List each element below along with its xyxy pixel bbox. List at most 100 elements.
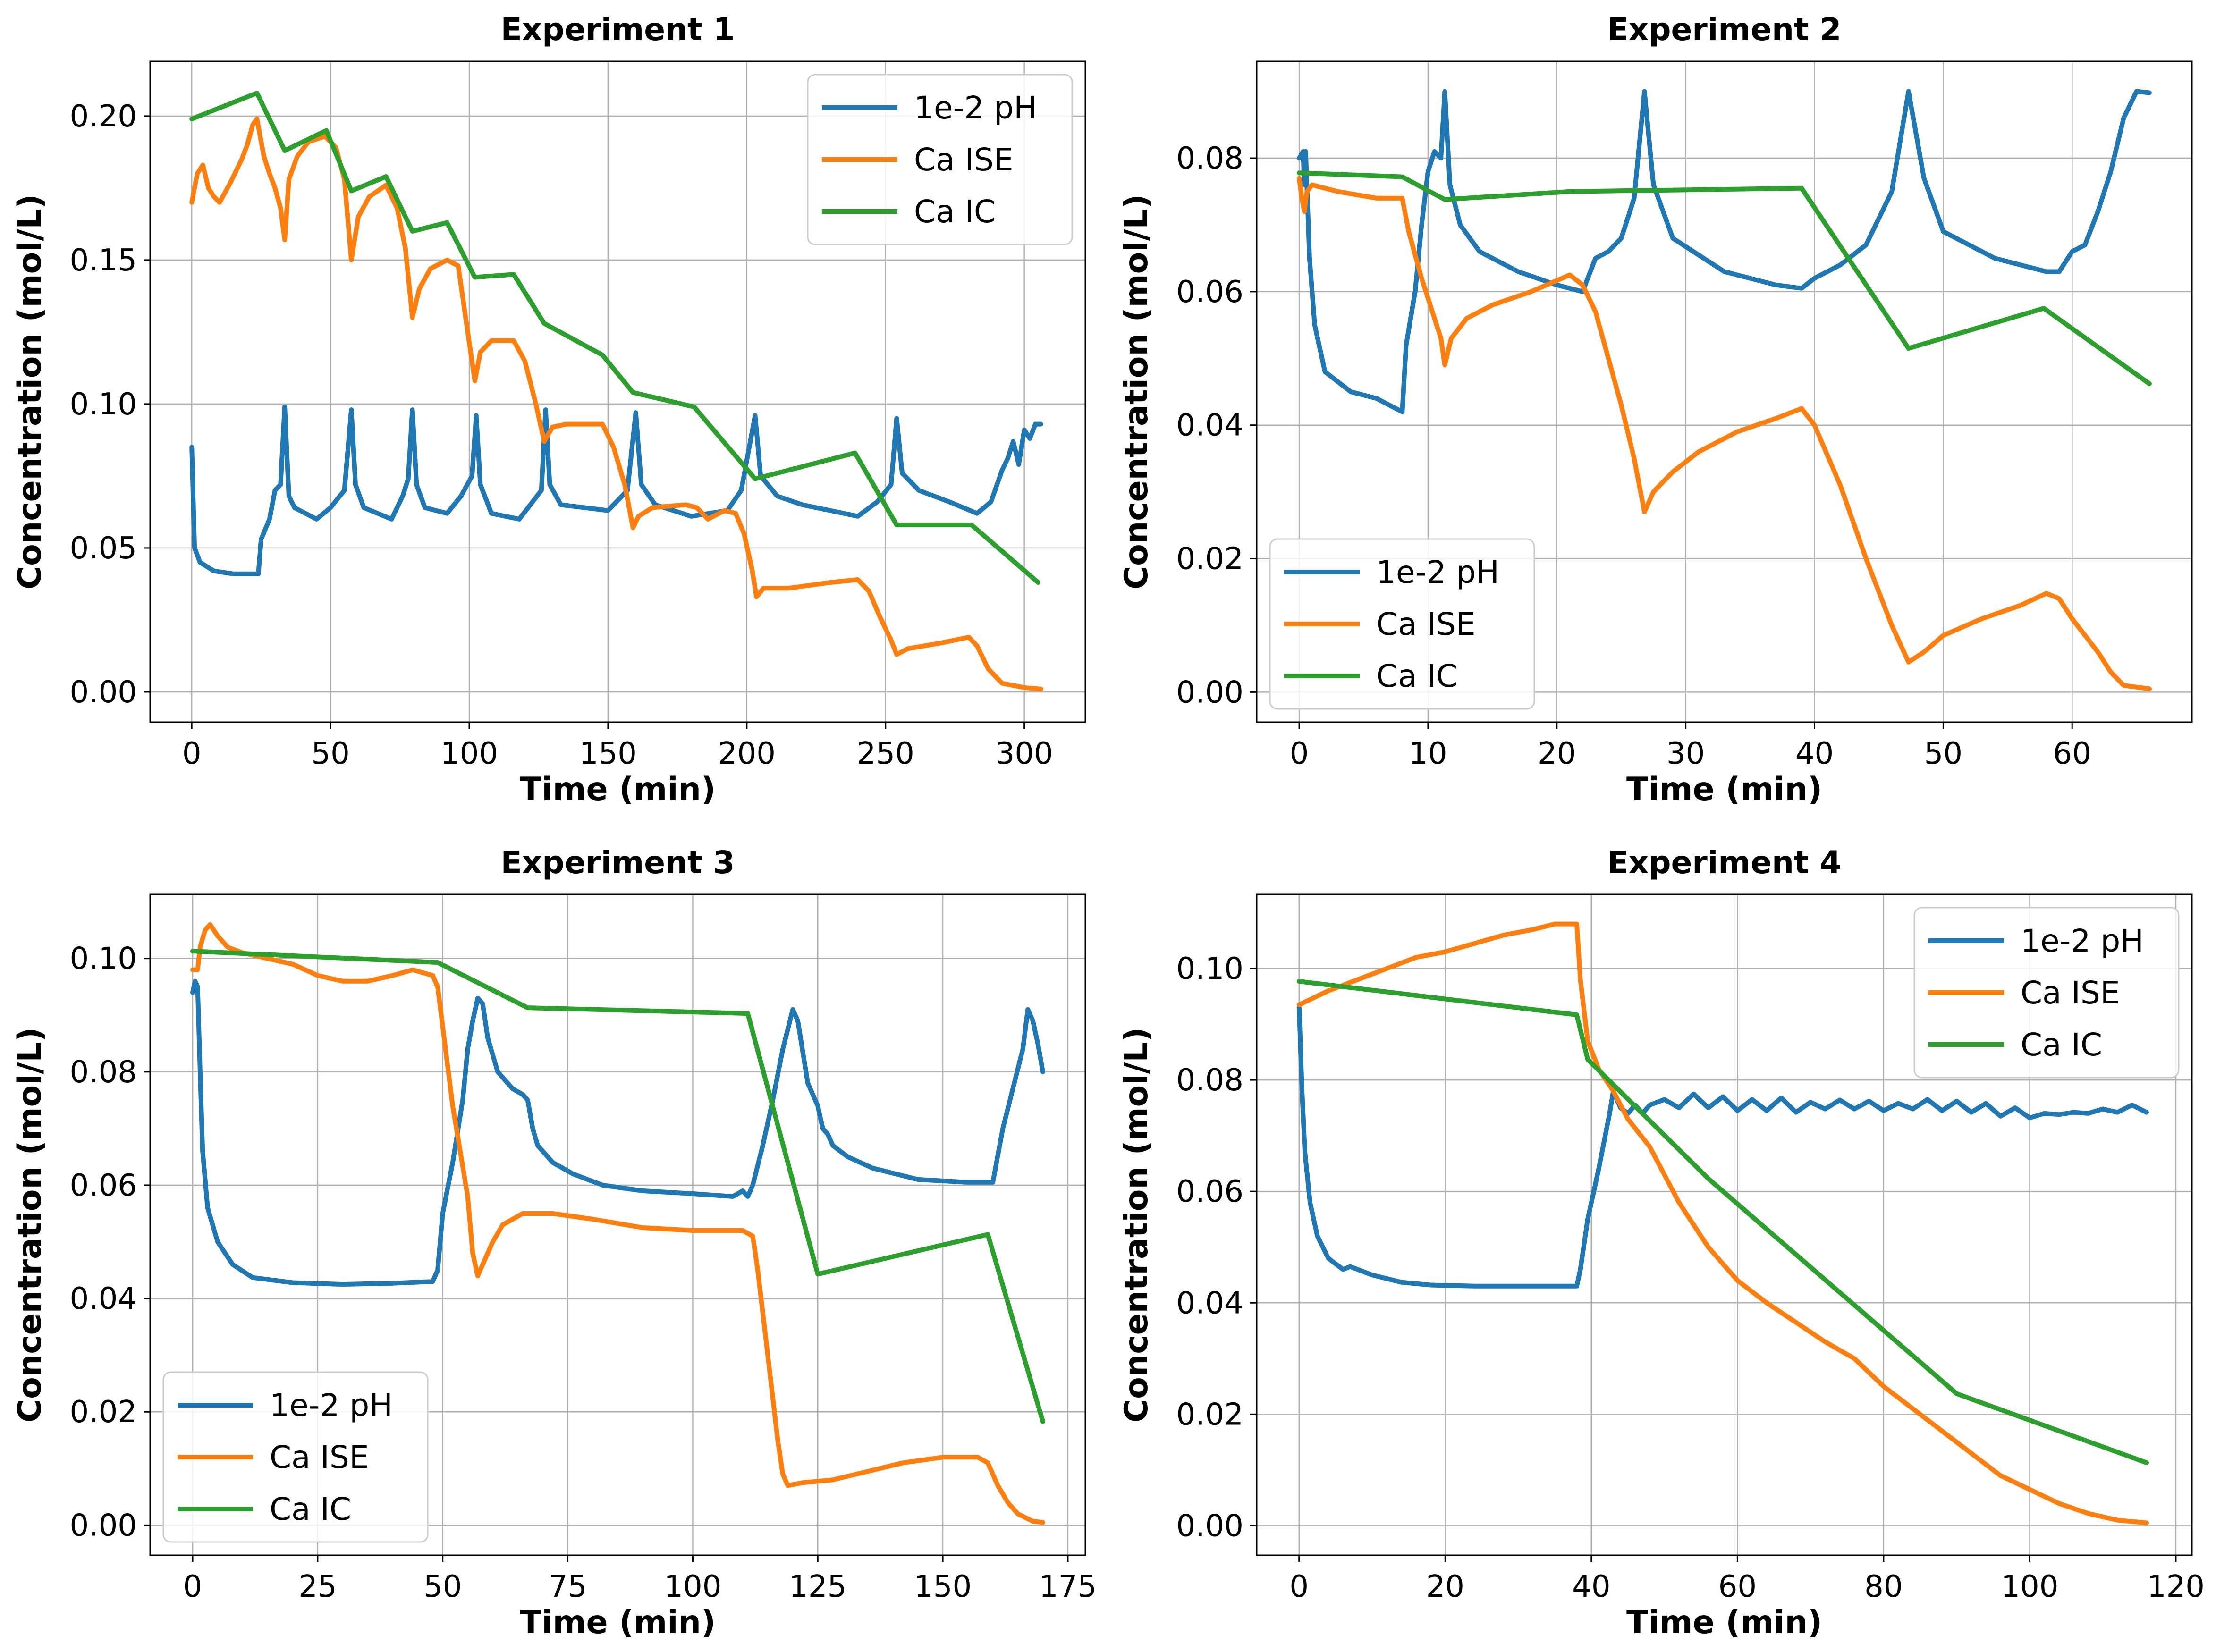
- series-line-1e-2-ph-experiment-2: [1297, 89, 2152, 414]
- y-tick-label: 0.02: [1176, 542, 1244, 577]
- y-axis-label-experiment-3: Concentration (mol/L): [11, 1027, 49, 1423]
- panel-experiment-1: 0 50 100 150 200 250 300 0.000.050.100.150.20 …: [11, 11, 1086, 808]
- panel-experiment-2: 0 10 20 30 40 50 60 0.00 0.02 0.04 0.06 0.08 Exper…: [1118, 11, 2193, 808]
- y-tick-label: 0.02: [1176, 1397, 1244, 1432]
- y-tick-label: 0.05: [70, 531, 137, 566]
- panel-experiment-3: 0 25 50 75 100 125 150 175 0.00 0.02 0.04 0.06 0.08…: [11, 844, 1097, 1641]
- x-axis-experiment-2: 0 10 20 30 40 50 60: [1290, 722, 2091, 771]
- series-line-ca-ise-experiment-2: [1297, 176, 2152, 691]
- legend-label: Ca ISE: [1376, 606, 1476, 642]
- x-tick-label: 150: [914, 1569, 972, 1604]
- series-line-ca-ise-experiment-3: [190, 922, 1045, 1525]
- legend-box: [1269, 538, 1535, 710]
- panel-experiment-4: 0 20 40 60 80 100 120 0.00 0.02 0.04 0.06 0.08 0.10…: [1118, 844, 2205, 1641]
- series-line-ca-ic-experiment-3: [190, 949, 1045, 1424]
- y-tick-label: 0.10: [70, 387, 137, 422]
- x-axis-label-experiment-4: Time (min): [1626, 1604, 1822, 1641]
- legend-experiment-4: 1e-2 pH Ca ISE Ca IC: [1913, 907, 2180, 1079]
- series-line-1e-2-ph-experiment-4: [1296, 1005, 2149, 1289]
- x-tick-label: 50: [311, 736, 349, 771]
- x-tick-label: 80: [1864, 1569, 1903, 1604]
- legend-label: 1e-2 pH: [2021, 923, 2144, 959]
- plot-area-experiment-3: [149, 893, 1086, 1556]
- plot-area-experiment-1: [149, 60, 1086, 723]
- x-axis-experiment-1: 0 50 100 150 200 250 300: [182, 722, 1053, 771]
- x-tick-label: 175: [1039, 1569, 1097, 1604]
- y-tick-label: 0.00: [70, 1508, 137, 1543]
- grid-experiment-1: [150, 61, 1085, 722]
- y-tick-label: 0.10: [1176, 952, 1244, 986]
- y-tick-label: 0.10: [70, 942, 137, 977]
- series-line-ca-ic-experiment-1: [189, 91, 1041, 585]
- chart-title-experiment-4: Experiment 4: [1607, 844, 1842, 881]
- x-tick-label: 150: [579, 736, 637, 771]
- legend-box: [162, 1371, 429, 1543]
- y-axis-label-experiment-2: Concentration (mol/L): [1118, 194, 1155, 590]
- chart-title-experiment-3: Experiment 3: [501, 844, 735, 881]
- y-tick-label: 0.04: [1176, 1286, 1244, 1321]
- y-axis-experiment-2: 0.00 0.02 0.04 0.06 0.08: [1176, 141, 1257, 710]
- legend-box: [807, 74, 1073, 245]
- x-tick-label: 250: [857, 736, 914, 771]
- legend-label: Ca ISE: [914, 142, 1014, 178]
- legend-label: Ca IC: [2021, 1027, 2102, 1063]
- grid-experiment-2: [1257, 61, 2192, 722]
- y-tick-label: 0.06: [1176, 275, 1244, 310]
- x-tick-label: 75: [549, 1569, 587, 1604]
- legend-label: Ca IC: [914, 194, 996, 230]
- series-line-ca-ic-experiment-2: [1297, 170, 2152, 386]
- x-tick-label: 30: [1666, 736, 1705, 771]
- legend-label: 1e-2 pH: [914, 90, 1037, 126]
- series-line-ca-ise-experiment-1: [189, 117, 1043, 691]
- x-tick-label: 0: [183, 1569, 203, 1604]
- y-tick-label: 0.00: [1176, 675, 1244, 710]
- legend-box: [1913, 907, 2180, 1079]
- series-line-ca-ic-experiment-4: [1296, 979, 2149, 1465]
- x-tick-label: 25: [298, 1569, 337, 1604]
- x-tick-label: 10: [1409, 736, 1447, 771]
- x-tick-label: 40: [1795, 736, 1834, 771]
- x-axis-experiment-4: 0 20 40 60 80 100 120: [1289, 1555, 2205, 1604]
- y-tick-label: 0.04: [70, 1281, 137, 1316]
- y-tick-label: 0.08: [1176, 1063, 1244, 1098]
- x-tick-label: 50: [1924, 736, 1962, 771]
- x-tick-label: 100: [2001, 1569, 2058, 1604]
- x-tick-label: 60: [1718, 1569, 1757, 1604]
- x-tick-label: 60: [2053, 736, 2091, 771]
- legend-experiment-2: 1e-2 pH Ca ISE Ca IC: [1269, 538, 1535, 710]
- legend-experiment-1: 1e-2 pH Ca ISE Ca IC: [807, 74, 1073, 245]
- y-axis-label-experiment-1: Concentration (mol/L): [11, 194, 49, 590]
- x-tick-label: 0: [1290, 736, 1309, 771]
- legend-label: 1e-2 pH: [1376, 554, 1499, 590]
- y-tick-label: 0.02: [70, 1395, 137, 1430]
- y-tick-label: 0.20: [70, 99, 137, 134]
- series-layer-experiment-3: [190, 922, 1045, 1525]
- y-axis-experiment-1: 0.00 0.05 0.10 0.15 0.20: [70, 99, 150, 710]
- x-tick-label: 125: [789, 1569, 846, 1604]
- x-tick-label: 40: [1572, 1569, 1610, 1604]
- y-tick-label: 0.06: [70, 1168, 137, 1203]
- x-axis-label-experiment-2: Time (min): [1626, 771, 1822, 808]
- x-tick-label: 20: [1538, 736, 1576, 771]
- x-axis-label-experiment-3: Time (min): [520, 1604, 716, 1641]
- chart-title-experiment-1: Experiment 1: [501, 11, 735, 48]
- plot-area-experiment-2: [1256, 60, 2193, 723]
- x-tick-label: 0: [182, 736, 202, 771]
- series-line-ca-ise-experiment-4: [1296, 921, 2149, 1526]
- y-tick-label: 0.08: [70, 1055, 137, 1090]
- x-tick-label: 200: [718, 736, 776, 771]
- x-axis-experiment-3: 0 25 50 75 100 125 150 175: [183, 1555, 1097, 1604]
- y-tick-label: 0.15: [70, 243, 137, 278]
- series-layer-experiment-4: [1296, 921, 2149, 1526]
- y-tick-label: 0.00: [1176, 1509, 1244, 1543]
- y-axis-experiment-3: 0.00 0.02 0.04 0.06 0.08 0.10: [70, 942, 150, 1543]
- legend-label: Ca IC: [1376, 658, 1458, 694]
- chart-title-experiment-2: Experiment 2: [1607, 11, 1842, 48]
- series-line-1e-2-ph-experiment-1: [189, 405, 1043, 576]
- legend-label: Ca ISE: [270, 1439, 369, 1475]
- y-axis-experiment-4: 0.00 0.02 0.04 0.06 0.08 0.10: [1176, 952, 1257, 1543]
- x-axis-label-experiment-1: Time (min): [520, 771, 716, 808]
- x-tick-label: 300: [996, 736, 1053, 771]
- x-tick-label: 0: [1289, 1569, 1309, 1604]
